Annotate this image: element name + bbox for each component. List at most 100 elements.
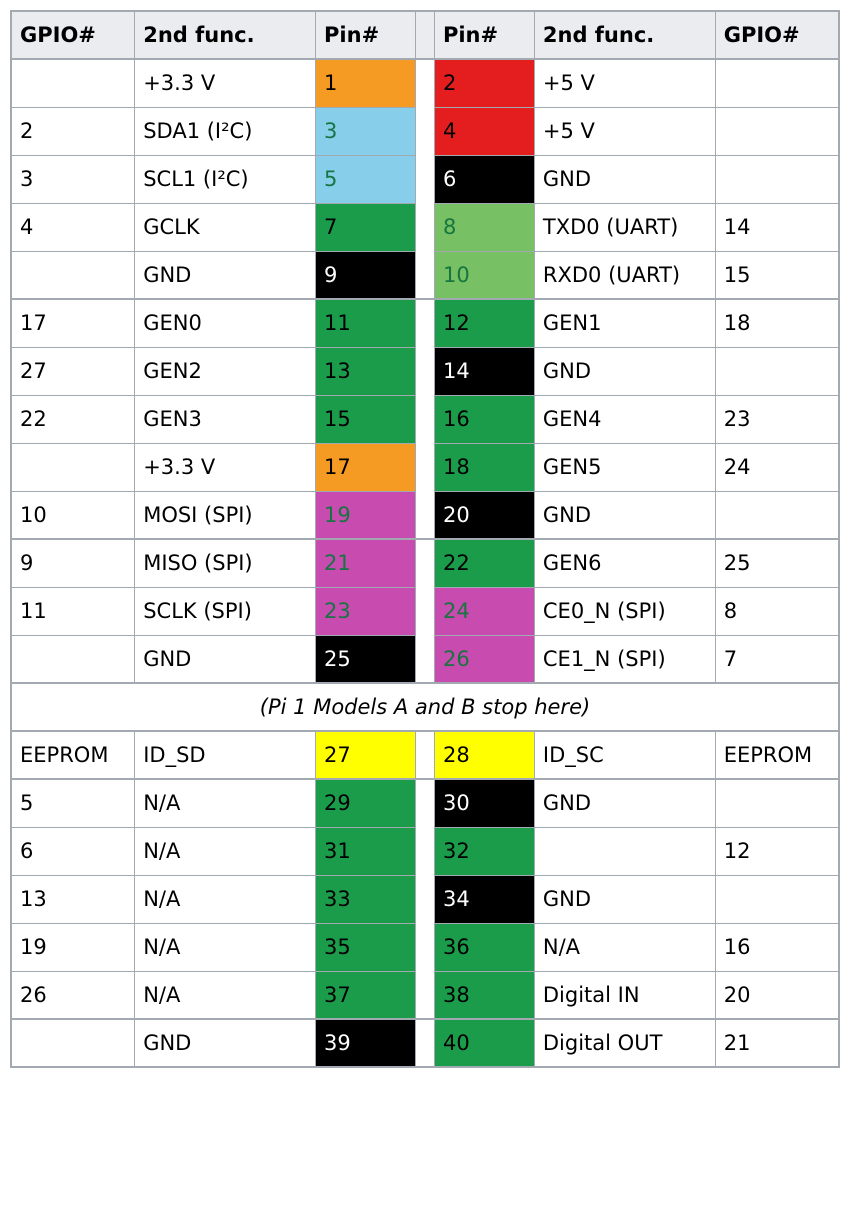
gap-cell bbox=[415, 491, 434, 539]
pin-l: 21 bbox=[316, 539, 416, 587]
gpio-r bbox=[715, 59, 839, 107]
gpio-l bbox=[11, 59, 135, 107]
gpio-l: 17 bbox=[11, 299, 135, 347]
gap-cell bbox=[415, 539, 434, 587]
func-l: GEN0 bbox=[135, 299, 316, 347]
gpio-r: 23 bbox=[715, 395, 839, 443]
func-r: ID_SC bbox=[534, 731, 715, 779]
func-r: GND bbox=[534, 491, 715, 539]
gpio-l bbox=[11, 635, 135, 683]
pin-r: 32 bbox=[434, 827, 534, 875]
func-l: ID_SD bbox=[135, 731, 316, 779]
pin-r: 18 bbox=[434, 443, 534, 491]
pin-r: 8 bbox=[434, 203, 534, 251]
gpio-r: 24 bbox=[715, 443, 839, 491]
pin-l: 3 bbox=[316, 107, 416, 155]
func-r: Digital IN bbox=[534, 971, 715, 1019]
gap-cell bbox=[415, 779, 434, 827]
func-r: TXD0 (UART) bbox=[534, 203, 715, 251]
func-r: RXD0 (UART) bbox=[534, 251, 715, 299]
gpio-l: EEPROM bbox=[11, 731, 135, 779]
gpio-r: 20 bbox=[715, 971, 839, 1019]
pin-r: 4 bbox=[434, 107, 534, 155]
pin-l: 13 bbox=[316, 347, 416, 395]
pin-l: 19 bbox=[316, 491, 416, 539]
func-l: MISO (SPI) bbox=[135, 539, 316, 587]
func-l: N/A bbox=[135, 827, 316, 875]
func-r: GND bbox=[534, 347, 715, 395]
pin-r: 24 bbox=[434, 587, 534, 635]
func-l: SDA1 (I²C) bbox=[135, 107, 316, 155]
pin-l: 33 bbox=[316, 875, 416, 923]
pin-l: 27 bbox=[316, 731, 416, 779]
func-l: +3.3 V bbox=[135, 443, 316, 491]
pin-r: 40 bbox=[434, 1019, 534, 1067]
func-l: GEN3 bbox=[135, 395, 316, 443]
func-l: SCL1 (I²C) bbox=[135, 155, 316, 203]
header-row: GPIO# 2nd func. Pin# Pin# 2nd func. GPIO… bbox=[11, 11, 839, 59]
gpio-r: EEPROM bbox=[715, 731, 839, 779]
header-pin-right: Pin# bbox=[434, 11, 534, 59]
pin-r: 20 bbox=[434, 491, 534, 539]
table-row: GND2526CE1_N (SPI)7 bbox=[11, 635, 839, 683]
table-row: 10MOSI (SPI)1920GND bbox=[11, 491, 839, 539]
gpio-r bbox=[715, 155, 839, 203]
gpio-r: 7 bbox=[715, 635, 839, 683]
header-func-right: 2nd func. bbox=[534, 11, 715, 59]
pin-l: 35 bbox=[316, 923, 416, 971]
pin-r: 38 bbox=[434, 971, 534, 1019]
pin-r: 22 bbox=[434, 539, 534, 587]
gpio-l: 3 bbox=[11, 155, 135, 203]
gpio-l: 4 bbox=[11, 203, 135, 251]
pin-l: 15 bbox=[316, 395, 416, 443]
func-l: N/A bbox=[135, 875, 316, 923]
gap-cell bbox=[415, 1019, 434, 1067]
func-l: GND bbox=[135, 635, 316, 683]
func-l: MOSI (SPI) bbox=[135, 491, 316, 539]
table-row: 19N/A3536N/A16 bbox=[11, 923, 839, 971]
gap-cell bbox=[415, 635, 434, 683]
pin-l: 1 bbox=[316, 59, 416, 107]
func-l: +3.3 V bbox=[135, 59, 316, 107]
func-r: GEN6 bbox=[534, 539, 715, 587]
pin-l: 29 bbox=[316, 779, 416, 827]
header-pin-left: Pin# bbox=[316, 11, 416, 59]
pin-r: 34 bbox=[434, 875, 534, 923]
pin-r: 16 bbox=[434, 395, 534, 443]
gpio-r: 18 bbox=[715, 299, 839, 347]
gpio-r bbox=[715, 107, 839, 155]
pin-r: 6 bbox=[434, 155, 534, 203]
header-func-left: 2nd func. bbox=[135, 11, 316, 59]
header-gap bbox=[415, 11, 434, 59]
gap-cell bbox=[415, 203, 434, 251]
pin-l: 25 bbox=[316, 635, 416, 683]
table-row: GND910RXD0 (UART)15 bbox=[11, 251, 839, 299]
pin-r: 36 bbox=[434, 923, 534, 971]
func-r: GND bbox=[534, 155, 715, 203]
func-l: GCLK bbox=[135, 203, 316, 251]
gap-cell bbox=[415, 971, 434, 1019]
pin-r: 28 bbox=[434, 731, 534, 779]
func-r: GND bbox=[534, 875, 715, 923]
func-r: GEN1 bbox=[534, 299, 715, 347]
table-row: 6N/A313212 bbox=[11, 827, 839, 875]
gpio-r: 8 bbox=[715, 587, 839, 635]
gpio-l bbox=[11, 1019, 135, 1067]
table-row: +3.3 V12+5 V bbox=[11, 59, 839, 107]
pin-l: 31 bbox=[316, 827, 416, 875]
gap-cell bbox=[415, 155, 434, 203]
gap-cell bbox=[415, 107, 434, 155]
table-row: GND3940Digital OUT21 bbox=[11, 1019, 839, 1067]
func-r: GEN5 bbox=[534, 443, 715, 491]
func-r: +5 V bbox=[534, 59, 715, 107]
table-row: 2SDA1 (I²C)34+5 V bbox=[11, 107, 839, 155]
func-r: CE0_N (SPI) bbox=[534, 587, 715, 635]
pin-l: 23 bbox=[316, 587, 416, 635]
gpio-l: 6 bbox=[11, 827, 135, 875]
func-r: GND bbox=[534, 779, 715, 827]
gpio-r bbox=[715, 779, 839, 827]
gap-cell bbox=[415, 251, 434, 299]
func-l: SCLK (SPI) bbox=[135, 587, 316, 635]
pin-r: 30 bbox=[434, 779, 534, 827]
header-gpio-left: GPIO# bbox=[11, 11, 135, 59]
